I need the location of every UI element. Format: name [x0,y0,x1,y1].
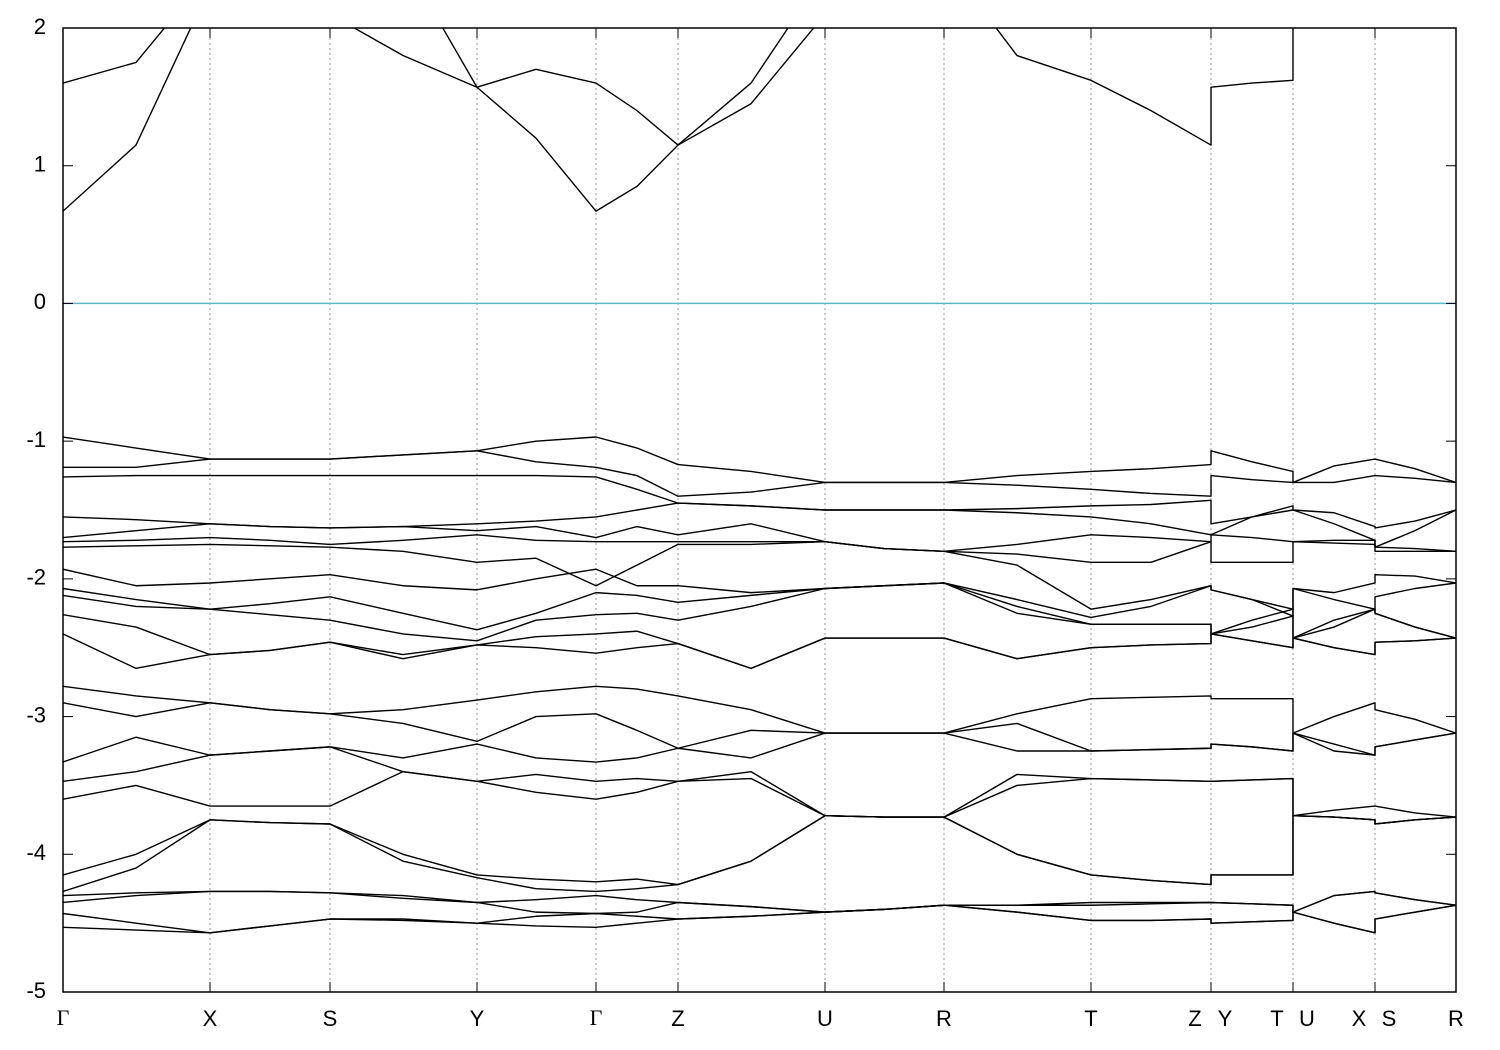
band [63,770,1456,825]
x-tick-label: Y [1218,1006,1233,1031]
band [63,890,1456,915]
band [63,28,1294,212]
band [63,815,1456,893]
x-tick-label: S [1382,1006,1397,1031]
x-tick-label: R [1448,1006,1464,1031]
x-tick-label: Y [470,1006,485,1031]
x-tick-label: T [1270,1006,1283,1031]
band [63,890,1456,913]
x-tick-label: Z [671,1006,684,1031]
x-tick-label: S [323,1006,338,1031]
x-tick-label: X [1352,1006,1367,1031]
x-tick-label: Z [1188,1006,1201,1031]
band [63,904,1456,934]
y-tick-label: 0 [34,289,46,314]
x-tick-label: R [936,1006,952,1031]
y-tick-label: -5 [26,978,46,1003]
band [63,904,1456,934]
plot-frame [62,27,1457,993]
bands [63,28,1456,934]
band [63,732,1456,763]
band [63,450,1456,497]
band [63,568,1456,619]
x-tick-label: Γ [590,1005,603,1030]
y-tick-label: 2 [34,14,46,39]
y-tick-label: -2 [26,565,46,590]
y-tick-label: 1 [34,152,46,177]
band [63,28,789,146]
y-tick-label: -1 [26,427,46,452]
grid [62,28,1457,992]
x-tick-label: U [817,1006,833,1031]
x-tick-label: T [1084,1006,1097,1031]
x-tick-label: Γ [57,1005,70,1030]
band [63,613,1456,670]
band [63,523,1456,553]
band [63,633,1456,670]
band [63,540,1456,610]
band [63,582,1456,642]
band [63,582,1456,639]
x-tick-label: U [1299,1006,1315,1031]
band [63,702,1456,756]
band [63,474,1456,529]
y-tick-label: -3 [26,702,46,727]
band [63,534,1456,564]
x-tick-label: X [203,1006,218,1031]
y-tick-label: -4 [26,840,46,865]
